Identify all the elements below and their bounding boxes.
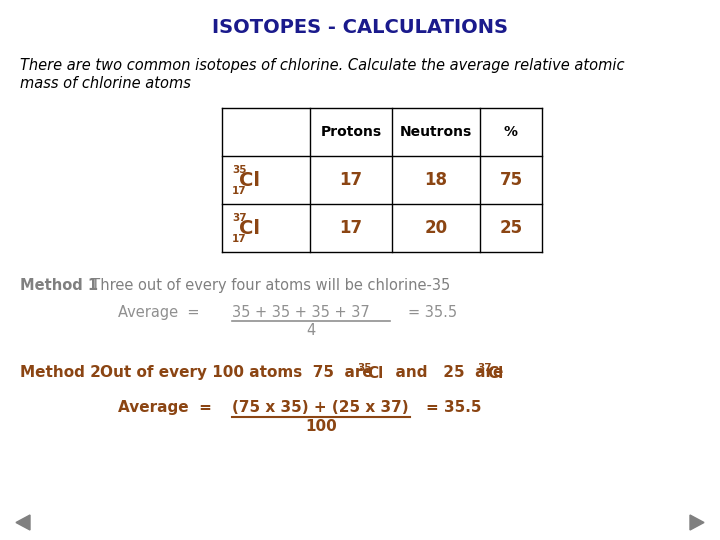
Text: 35 + 35 + 35 + 37: 35 + 35 + 35 + 37 — [232, 305, 370, 320]
Text: = 35.5: = 35.5 — [408, 305, 457, 320]
Text: 100: 100 — [305, 419, 337, 434]
Text: and   25  are: and 25 are — [385, 365, 508, 380]
Polygon shape — [16, 515, 30, 530]
Text: 20: 20 — [424, 219, 448, 237]
Text: 17: 17 — [232, 234, 247, 244]
Text: Protons: Protons — [320, 125, 382, 139]
Text: Cl: Cl — [239, 171, 260, 190]
Text: Cl: Cl — [487, 366, 503, 381]
Text: Out of every 100 atoms  75  are: Out of every 100 atoms 75 are — [100, 365, 378, 380]
Polygon shape — [690, 515, 704, 530]
Text: Cl: Cl — [239, 219, 260, 238]
Text: 37: 37 — [477, 363, 492, 373]
Text: mass of chlorine atoms: mass of chlorine atoms — [20, 76, 191, 91]
Text: Method 2: Method 2 — [20, 365, 101, 380]
Text: = 35.5: = 35.5 — [426, 400, 482, 415]
Text: Three out of every four atoms will be chlorine-35: Three out of every four atoms will be ch… — [82, 278, 450, 293]
Text: 4: 4 — [307, 323, 315, 338]
Text: Method 1: Method 1 — [20, 278, 98, 293]
Text: 17: 17 — [339, 171, 363, 189]
Text: 75: 75 — [500, 171, 523, 189]
Text: %: % — [504, 125, 518, 139]
Text: 17: 17 — [339, 219, 363, 237]
Text: 18: 18 — [425, 171, 448, 189]
Text: 37: 37 — [232, 213, 247, 223]
Text: (75 x 35) + (25 x 37): (75 x 35) + (25 x 37) — [232, 400, 409, 415]
Text: 35: 35 — [232, 165, 246, 175]
Text: ISOTOPES - CALCULATIONS: ISOTOPES - CALCULATIONS — [212, 18, 508, 37]
Text: Average  =: Average = — [118, 400, 212, 415]
Text: 17: 17 — [232, 186, 247, 196]
Text: Cl: Cl — [367, 366, 383, 381]
Text: Average  =: Average = — [118, 305, 199, 320]
Text: There are two common isotopes of chlorine. Calculate the average relative atomic: There are two common isotopes of chlorin… — [20, 58, 624, 73]
Text: Neutrons: Neutrons — [400, 125, 472, 139]
Text: 25: 25 — [500, 219, 523, 237]
Text: 35: 35 — [357, 363, 372, 373]
